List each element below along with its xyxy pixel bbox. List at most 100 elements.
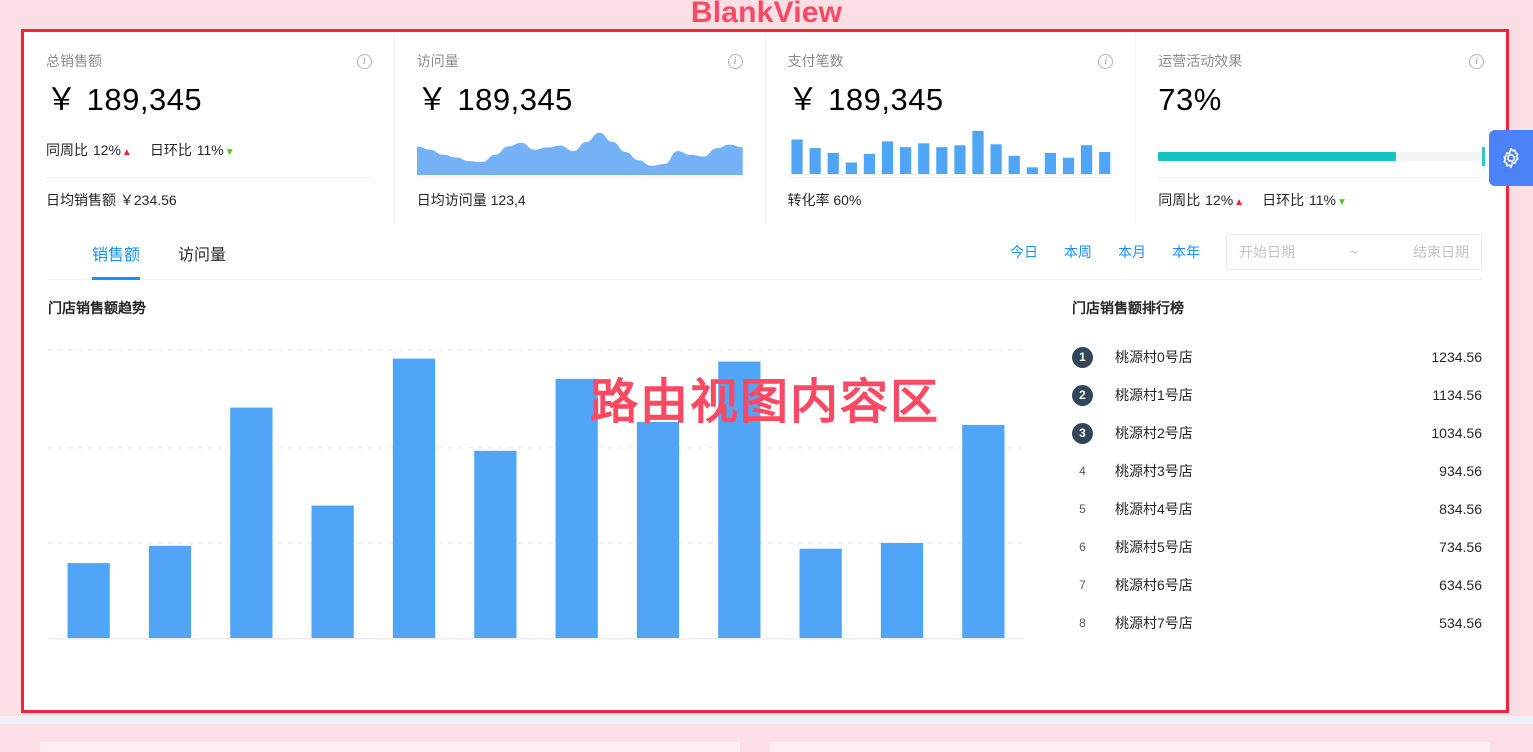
- card-value: ￥ 189,345: [787, 82, 944, 117]
- stat-card-payments[interactable]: 支付笔数 i ￥ 189,345 转化率 60%: [765, 32, 1136, 224]
- info-circle-icon[interactable]: i: [1098, 53, 1114, 69]
- card-visual-area: [416, 123, 743, 177]
- stat-card-total-sales[interactable]: 总销售额 i ￥ 189,345 同周比 12%▲ 日环比 11%▼: [24, 32, 394, 224]
- ranking-row[interactable]: 1 桃源村0号店 1234.56: [1072, 338, 1482, 376]
- payments-bar-sparkline: [787, 123, 1114, 175]
- store-name: 桃源村2号店: [1115, 425, 1193, 441]
- visits-area-sparkline: [416, 123, 743, 175]
- card-footer: 日均访问量 123,4: [416, 177, 743, 224]
- info-circle-icon[interactable]: i: [1469, 53, 1484, 69]
- bar: [311, 505, 354, 638]
- trend-row: 同周比 12%▲ 日环比 11%▼: [46, 126, 372, 160]
- bar: [636, 422, 680, 638]
- rank-badge: 5: [1079, 501, 1086, 516]
- trend-day-label: 日环比: [1262, 192, 1305, 208]
- ranking-row[interactable]: 2 桃源村1号店 1134.56: [1072, 376, 1482, 414]
- store-name: 桃源村6号店: [1115, 577, 1193, 593]
- trend-week: 同周比 12%▲: [46, 140, 132, 160]
- bar: [392, 358, 436, 638]
- trend-week-value: 12%: [1205, 192, 1234, 208]
- stat-card-campaign-effect[interactable]: 运营活动效果 i 73% 同周比 12%▲: [1136, 32, 1506, 224]
- filter-today[interactable]: 今日: [1010, 243, 1038, 260]
- bar: [474, 450, 517, 638]
- stat-card-row: 总销售额 i ￥ 189,345 同周比 12%▲ 日环比 11%▼: [24, 32, 1506, 224]
- date-range-separator: ~: [1349, 243, 1359, 260]
- ranking-title: 门店销售额排行榜: [1072, 300, 1184, 316]
- ranking-row[interactable]: 3 桃源村2号店 1034.56: [1072, 414, 1482, 452]
- card-footer: 同周比 12%▲ 日环比 11%▼: [1158, 177, 1484, 224]
- chart-title: 门店销售额趋势: [48, 300, 146, 316]
- triangle-up-icon: ▲: [1234, 197, 1245, 208]
- card-header: 运营活动效果 i: [1158, 50, 1484, 72]
- card-header: 总销售额 i: [46, 50, 372, 72]
- ranking-row[interactable]: 7 桃源村6号店 634.56: [1072, 566, 1482, 604]
- bar: [230, 407, 273, 638]
- window-strip: [0, 716, 1533, 724]
- store-sales-value: 1234.56: [1431, 349, 1482, 365]
- card-value: 73%: [1158, 82, 1222, 117]
- store-name: 桃源村0号店: [1115, 349, 1193, 365]
- bar: [799, 548, 842, 638]
- background-card-left: [40, 742, 740, 752]
- bar: [555, 378, 598, 638]
- trend-week-label: 同周比: [1158, 192, 1201, 208]
- store-name: 桃源村1号店: [1115, 387, 1193, 403]
- store-name: 桃源村3号店: [1115, 463, 1193, 479]
- progress-bar-marker: [1482, 147, 1486, 166]
- triangle-down-icon: ▼: [224, 147, 235, 158]
- card-title: 支付笔数: [787, 53, 844, 69]
- date-start-input[interactable]: 开始日期: [1239, 243, 1295, 260]
- trend-day-label: 日环比: [149, 142, 192, 158]
- sales-trend-section: 门店销售额趋势: [48, 298, 1024, 642]
- settings-gear-button[interactable]: [1489, 130, 1533, 186]
- bar: [67, 563, 110, 638]
- tab-visits[interactable]: 访问量: [178, 247, 227, 264]
- card-footer: 转化率 60%: [787, 177, 1114, 224]
- info-circle-icon[interactable]: i: [727, 53, 743, 69]
- date-end-input[interactable]: 结束日期: [1413, 243, 1469, 260]
- filter-this-month[interactable]: 本月: [1118, 243, 1146, 260]
- analysis-panel: 销售额 访问量 今日 本周 本月 本年 开始日期 ~ 结束日期: [24, 224, 1506, 710]
- sales-bar-chart[interactable]: [48, 342, 1024, 642]
- trend-week-value: 12%: [92, 142, 121, 158]
- card-visual-area: [1158, 126, 1486, 177]
- filter-this-week[interactable]: 本周: [1064, 243, 1092, 260]
- tab-sales[interactable]: 销售额: [92, 241, 141, 280]
- route-view-container: 总销售额 i ￥ 189,345 同周比 12%▲ 日环比 11%▼: [21, 29, 1509, 713]
- ranking-list: 1 桃源村0号店 1234.56 2 桃源村1号店 1134.56 3 桃源村2号店 1034.…: [1072, 338, 1482, 642]
- card-header: 访问量 i: [417, 50, 743, 72]
- ranking-row[interactable]: 4 桃源村3号店 934.56: [1072, 452, 1482, 490]
- trend-day-value: 11%: [196, 142, 224, 158]
- brand-watermark: BlankView: [690, 0, 843, 29]
- stat-card-visits[interactable]: 访问量 i ￥ 189,345 日均访问量 123,4: [394, 32, 765, 224]
- ranking-row[interactable]: 5 桃源村4号店 834.56: [1072, 490, 1482, 528]
- date-filter-group: 今日 本周 本月 本年 开始日期 ~ 结束日期: [1010, 233, 1482, 278]
- card-value: ￥ 189,345: [46, 82, 203, 117]
- ranking-row[interactable]: 6 桃源村5号店 734.56: [1072, 528, 1482, 566]
- store-sales-value: 1034.56: [1431, 425, 1482, 441]
- triangle-up-icon: ▲: [121, 147, 132, 158]
- triangle-down-icon: ▼: [1336, 197, 1347, 208]
- store-sales-value: 534.56: [1439, 615, 1482, 631]
- trend-day: 日环比 11%▼: [1262, 190, 1347, 210]
- trend-week-label: 同周比: [46, 142, 88, 158]
- info-circle-icon[interactable]: i: [356, 53, 372, 69]
- ranking-row[interactable]: 8 桃源村7号店 534.56: [1072, 604, 1482, 642]
- panel-toolbar: 销售额 访问量 今日 本周 本月 本年 开始日期 ~ 结束日期: [48, 224, 1482, 280]
- card-visual-area: 同周比 12%▲ 日环比 11%▼: [46, 126, 372, 177]
- progress-bar: [1158, 147, 1486, 166]
- store-sales-value: 734.56: [1439, 539, 1482, 555]
- rank-badge: 3: [1072, 422, 1093, 444]
- store-name: 桃源村7号店: [1115, 615, 1193, 631]
- card-footer: 日均销售额 ￥234.56: [46, 177, 372, 224]
- store-ranking-section: 门店销售额排行榜 1 桃源村0号店 1234.56 2 桃源村1号店 1134.56 3 桃源…: [1024, 298, 1482, 642]
- date-range-picker[interactable]: 开始日期 ~ 结束日期: [1226, 233, 1482, 270]
- store-sales-value: 934.56: [1439, 463, 1482, 479]
- rank-badge: 2: [1072, 384, 1093, 406]
- bar: [718, 361, 761, 638]
- rank-badge: 4: [1079, 463, 1086, 478]
- filter-this-year[interactable]: 本年: [1172, 243, 1200, 260]
- progress-bar-fill: [1158, 152, 1397, 161]
- store-sales-value: 634.56: [1439, 577, 1482, 593]
